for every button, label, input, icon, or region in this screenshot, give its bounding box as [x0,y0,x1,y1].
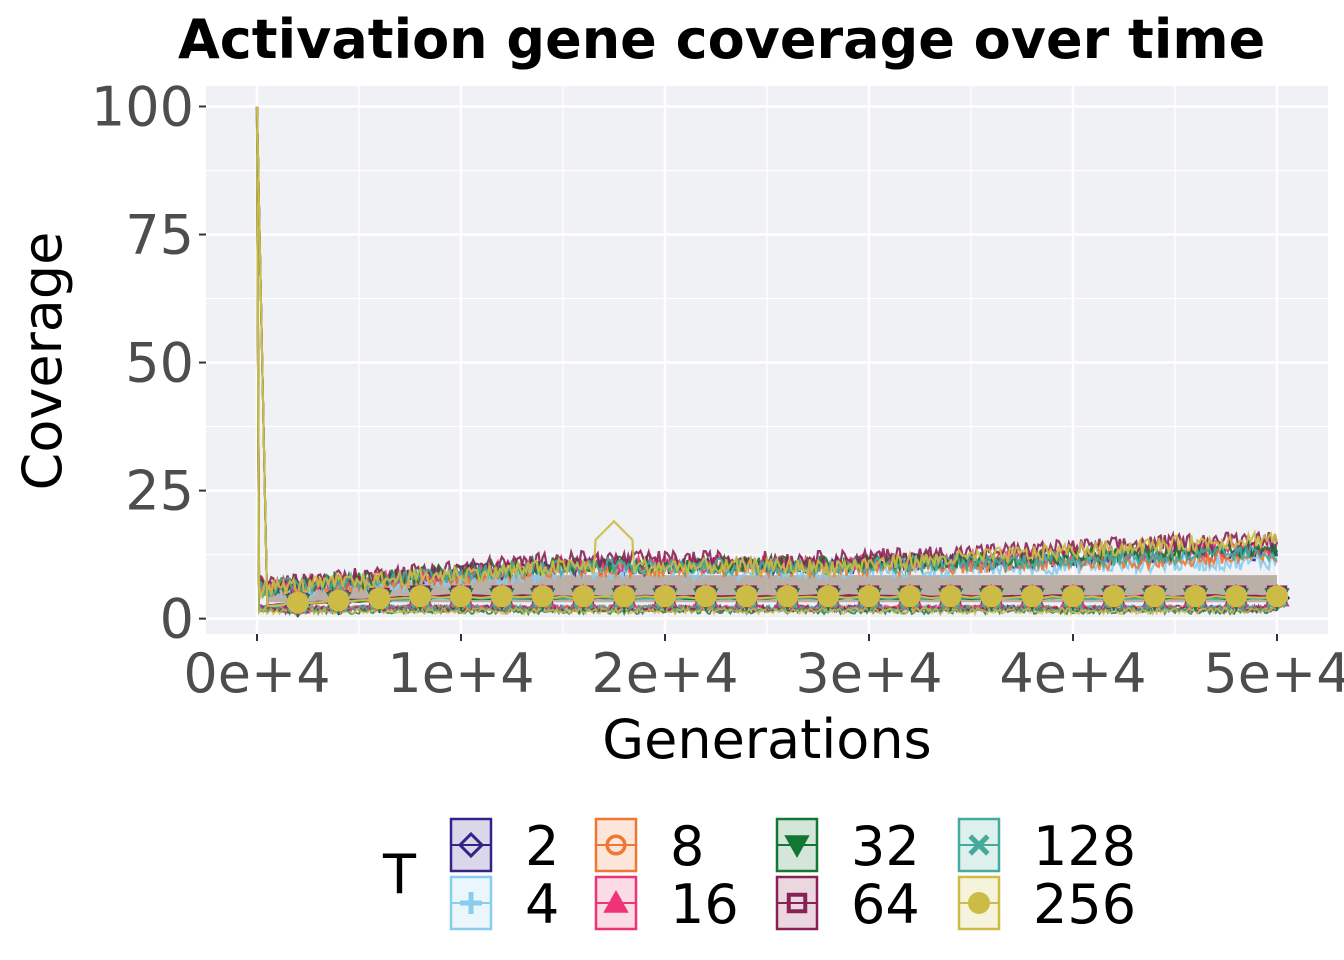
series-256-point [776,585,799,608]
y-axis-title: Coverage [11,232,74,491]
legend-label: 2 [525,815,559,878]
y-tick-label: 75 [125,204,194,267]
legend-item-8: 8 [594,815,704,878]
legend-label: 64 [851,873,920,936]
series-256-point [858,585,880,608]
legend-label: 256 [1033,873,1136,936]
series-256-point [531,585,554,608]
series-256-point [939,585,962,608]
chart-title: Activation gene coverage over time [178,8,1265,71]
legend-item-32: 32 [775,815,920,878]
series-256-point [1225,585,1248,608]
legend-label: 16 [670,873,739,936]
series-256-point [613,585,636,608]
series-256-point [694,585,717,608]
legend-item-256: 256 [957,873,1136,936]
legend-key-marker [968,892,990,914]
series-256-point [980,585,1003,608]
series-256-point [654,585,676,608]
series-256-point [1143,585,1166,608]
legend-item-16: 16 [594,873,739,936]
y-tick-label: 50 [125,332,194,395]
legend-key-marker [605,834,627,856]
axis-ticks: 0 25 50 75 100 0e+4 1e+4 2e+4 3e+4 4e+4 5e+4 [91,75,1344,705]
legend-key-marker [784,835,810,859]
series-256-point [1102,585,1125,608]
series-256-point [1266,585,1288,608]
series-256-point [817,585,840,608]
x-tick-label: 0e+4 [183,642,330,705]
x-tick-label: 5e+4 [1203,642,1344,705]
x-tick-label: 1e+4 [387,642,534,705]
legend-label: 4 [525,873,559,936]
legend-label: 128 [1033,815,1136,878]
x-axis-title: Generations [602,708,931,771]
y-tick-label: 100 [91,75,194,138]
series-256-point [1184,585,1207,608]
series-256-point [1062,585,1084,608]
series-256-max-line [255,106,1279,601]
legend-label: 8 [670,815,704,878]
legend-item-2: 2 [449,815,559,878]
legend-item-128: 128 [957,815,1136,878]
x-tick-label: 3e+4 [795,642,942,705]
x-tick-label: 4e+4 [999,642,1146,705]
series-256-min-line [256,106,1278,617]
series-256-point [1021,585,1044,608]
legend-key-marker [786,892,808,914]
legend-title: T [382,843,417,906]
series-256-point [368,587,391,610]
grid-lines [206,86,1328,634]
series-256-point [450,585,472,608]
legend-label: 32 [851,815,920,878]
series-256-point [898,585,921,608]
series-256-point [490,585,513,608]
legend-key-marker [457,831,485,859]
series-256-point [286,591,309,614]
series-256-point [572,585,595,608]
x-tick-label: 2e+4 [591,642,738,705]
series-256-point [327,589,350,612]
series-256-point [735,585,758,608]
legend-item-4: 4 [449,873,559,936]
y-tick-label: 0 [160,588,194,651]
series-256-point [409,585,432,608]
legend-key-marker [968,834,990,856]
y-tick-label: 25 [125,460,194,523]
legend-key-marker [603,889,629,913]
legend-key-marker [460,892,482,914]
legend-item-64: 64 [775,873,920,936]
series-layer [255,106,1291,618]
